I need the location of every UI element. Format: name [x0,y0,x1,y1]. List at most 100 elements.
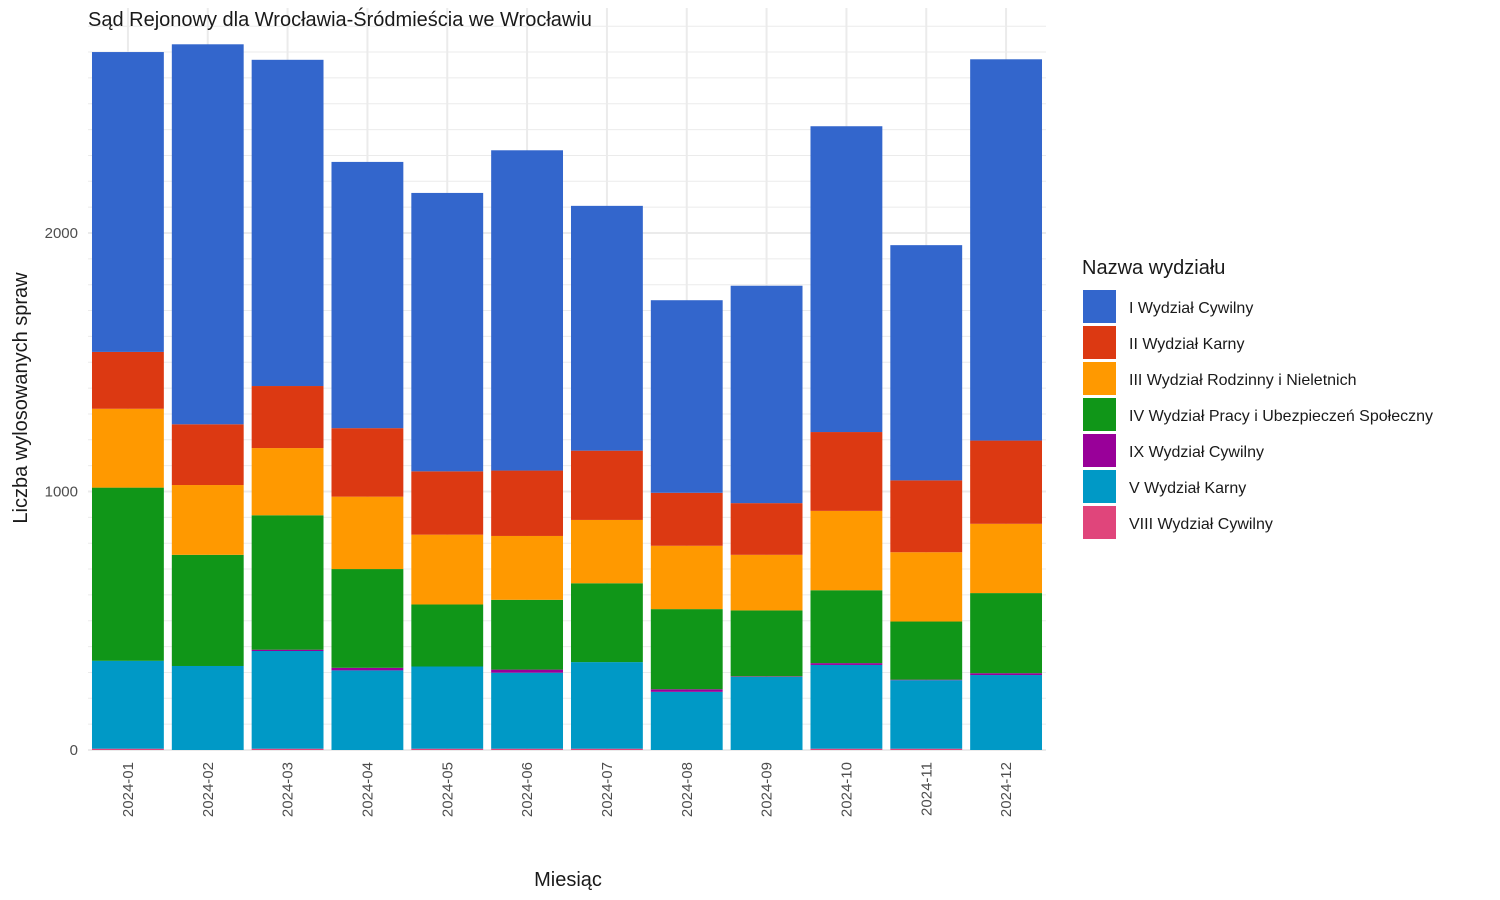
y-axis-title: Liczba wylosowanych spraw [10,272,32,524]
bars-layer [91,44,1043,750]
x-tick-label: 2024-11 [918,762,935,816]
x-tick-label: 2024-02 [200,762,217,817]
bar-segment [171,665,244,750]
y-tick-label: 0 [70,742,78,759]
bar-segment [970,673,1043,676]
legend-swatch [1083,290,1116,323]
bar-segment [810,432,883,511]
bar-segment [91,748,164,750]
bar-segment [890,552,963,622]
bar-segment [890,680,963,749]
bar-segment [491,669,564,673]
bar-segment [810,510,883,591]
bar-segment [91,487,164,661]
bar-segment [810,663,883,665]
x-tick-label: 2024-06 [519,762,536,817]
bar-segment [730,554,803,611]
bar-segment [570,583,643,663]
bar-segment [970,59,1043,441]
bar-segment [91,52,164,352]
bar-segment [970,593,1043,674]
bar-segment [411,604,484,667]
bar-segment [810,126,883,433]
bar-segment [650,545,723,610]
bar-segment [411,534,484,605]
bar-segment [251,649,324,651]
bar-segment [570,450,643,520]
y-axis-ticks: 0 1000 2000 [45,225,78,759]
bar-segment [491,672,564,749]
bar-segment [171,44,244,425]
bar-segment [810,590,883,664]
x-tick-label: 2024-05 [439,762,456,817]
x-tick-label: 2024-09 [759,762,776,817]
bar-segment [331,569,404,668]
bar-segment [171,554,244,666]
bar-segment [650,300,723,493]
bar-segment [730,503,803,555]
bar-segment [890,245,963,481]
bar-segment [411,748,484,750]
bar-segment [970,675,1043,750]
legend-swatch [1083,362,1116,395]
x-axis-ticks: 2024-01 2024-02 2024-03 2024-04 2024-05 2024-… [120,762,1015,817]
x-tick-label: 2024-04 [359,762,376,817]
bar-segment [331,161,404,429]
legend-label: V Wydział Karny [1129,480,1246,497]
legend-label: I Wydział Cywilny [1129,300,1253,317]
bar-segment [331,670,404,750]
bar-segment [251,748,324,750]
legend-label: II Wydział Karny [1129,336,1244,353]
bar-segment [890,748,963,750]
bar-segment [491,150,564,471]
bar-segment [491,748,564,750]
legend-title: Nazwa wydziału [1082,257,1225,279]
bar-segment [411,192,484,472]
bar-segment [570,519,643,584]
bar-segment [890,621,963,680]
bar-segment [171,485,244,555]
bar-segment [251,59,324,387]
bar-segment [730,676,803,677]
legend-swatch [1083,326,1116,359]
x-tick-label: 2024-07 [599,762,616,817]
bar-segment [331,496,404,570]
legend-swatch [1083,434,1116,467]
bar-segment [251,448,324,516]
bar-segment [890,679,963,681]
legend: Nazwa wydziału I Wydział Cywilny II Wydzi… [1082,257,1433,539]
legend-label: VIII Wydział Cywilny [1129,516,1273,533]
bar-segment [650,689,723,692]
bar-segment [650,609,723,690]
y-tick-label: 2000 [45,225,78,242]
bar-segment [650,492,723,546]
bar-segment [251,515,324,650]
legend-swatch [1083,398,1116,431]
bar-segment [491,599,564,670]
legend-swatch [1083,470,1116,503]
chart-title: Sąd Rejonowy dla Wrocławia-Śródmieścia w… [88,7,592,31]
bar-segment [730,285,803,504]
bar-segment [730,676,803,750]
bar-segment [810,664,883,749]
legend-swatch [1083,506,1116,539]
legend-label: III Wydział Rodzinny i Nieletnich [1129,372,1357,389]
bar-segment [91,408,164,488]
bar-segment [890,480,963,553]
bar-segment [251,650,324,749]
legend-label: IX Wydział Cywilny [1129,444,1264,461]
bar-segment [491,535,564,600]
bar-segment [970,440,1043,524]
bar-segment [331,667,404,671]
y-tick-label: 1000 [45,484,78,501]
x-tick-label: 2024-03 [280,762,297,817]
bar-segment [570,748,643,750]
bar-segment [91,351,164,409]
bar-segment [91,660,164,749]
bar-segment [810,748,883,750]
legend-items: I Wydział Cywilny II Wydział Karny III Wyd… [1083,290,1433,539]
bar-segment [411,666,484,749]
bar-segment [650,691,723,750]
bar-segment [331,428,404,497]
